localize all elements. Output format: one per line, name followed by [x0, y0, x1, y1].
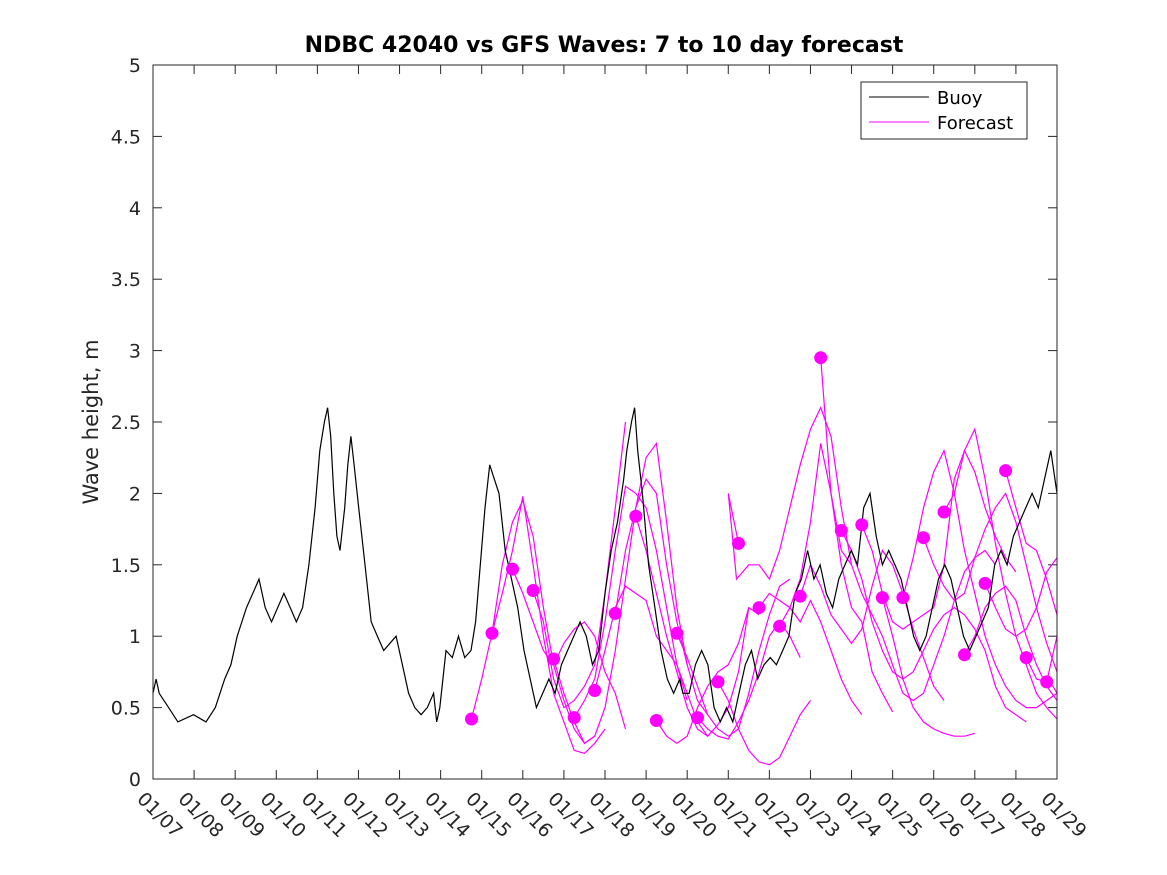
forecast-marker — [629, 509, 643, 523]
y-tick-label: 4 — [129, 198, 141, 220]
forecast-line — [881, 597, 975, 737]
forecast-marker — [978, 576, 992, 590]
legend-forecast-label: Forecast — [937, 113, 1013, 134]
y-tick-label: 1.5 — [111, 555, 141, 577]
forecast-marker — [547, 652, 561, 666]
forecast-marker — [567, 711, 581, 725]
y-tick-label: 0.5 — [111, 698, 141, 720]
y-tick-label: 2.5 — [111, 412, 141, 434]
forecast-line — [758, 592, 863, 716]
forecast-marker — [958, 648, 971, 662]
forecast-marker — [588, 684, 602, 697]
forecast-line — [727, 406, 853, 581]
forecast-line — [1005, 470, 1057, 615]
forecast-line — [861, 449, 1017, 630]
forecast-line — [984, 557, 1057, 637]
forecast-line — [676, 578, 791, 737]
legend: Buoy Forecast — [860, 81, 1028, 140]
forecast-marker — [506, 562, 519, 576]
y-tick-label: 1 — [129, 626, 141, 648]
series-group — [153, 351, 1057, 766]
buoy-series — [153, 407, 1057, 724]
forecast-line — [532, 421, 627, 709]
forecast-marker — [793, 589, 807, 603]
forecast-marker — [465, 712, 478, 726]
forecast-marker — [917, 531, 930, 545]
plot-frame — [152, 64, 1058, 780]
y-tick-label: 0 — [129, 769, 141, 791]
y-tick-label: 4.5 — [111, 126, 141, 148]
forecast-marker — [1019, 651, 1033, 665]
forecast-line — [614, 441, 709, 716]
forecast-line — [963, 585, 1057, 701]
forecast-line — [799, 549, 945, 701]
forecast-marker — [855, 518, 869, 532]
forecast-markers — [465, 351, 1054, 727]
forecast-line — [717, 681, 811, 766]
forecast-line — [820, 357, 996, 702]
legend-box — [860, 81, 1028, 140]
forecast-line — [655, 606, 760, 745]
forecast-line — [902, 448, 1057, 709]
y-tick-label: 3.5 — [111, 269, 141, 291]
y-tick-label: 2 — [129, 483, 141, 505]
y-tick-label: 5 — [129, 55, 141, 77]
plot-area — [153, 65, 1057, 779]
forecast-marker — [649, 714, 663, 727]
forecast-marker — [896, 591, 910, 605]
forecast-marker — [732, 536, 745, 550]
chart-title: NDBC 42040 vs GFS Waves: 7 to 10 day for… — [305, 33, 904, 58]
forecast-marker — [752, 601, 766, 615]
forecast-marker — [999, 464, 1013, 478]
forecast-marker — [711, 675, 725, 689]
forecast-marker — [670, 626, 684, 640]
forecast-line — [1025, 621, 1057, 683]
forecast-line — [511, 568, 627, 730]
forecast-marker — [773, 619, 787, 633]
forecast-line — [943, 427, 1057, 720]
forecast-marker — [691, 711, 704, 725]
forecast-line — [922, 492, 1057, 673]
forecast-marker — [875, 591, 889, 605]
legend-buoy-label: Buoy — [937, 88, 983, 109]
forecast-marker — [526, 584, 540, 597]
forecast-marker — [937, 505, 951, 519]
forecast-marker — [814, 351, 828, 365]
buoy-line — [153, 407, 1057, 724]
forecast-marker — [1040, 675, 1054, 689]
forecast-line — [840, 530, 1027, 723]
y-axis: 0 0.5 1 1.5 2 2.5 3 3.5 4 4.5 5 — [111, 55, 1057, 791]
forecast-line — [491, 496, 606, 754]
forecast-marker — [834, 524, 848, 537]
forecast-marker — [608, 606, 622, 620]
forecast-line — [573, 485, 688, 718]
forecast-marker — [485, 626, 499, 640]
y-axis-label: Wave height, m — [79, 339, 103, 504]
y-tick-label: 3 — [129, 341, 141, 363]
